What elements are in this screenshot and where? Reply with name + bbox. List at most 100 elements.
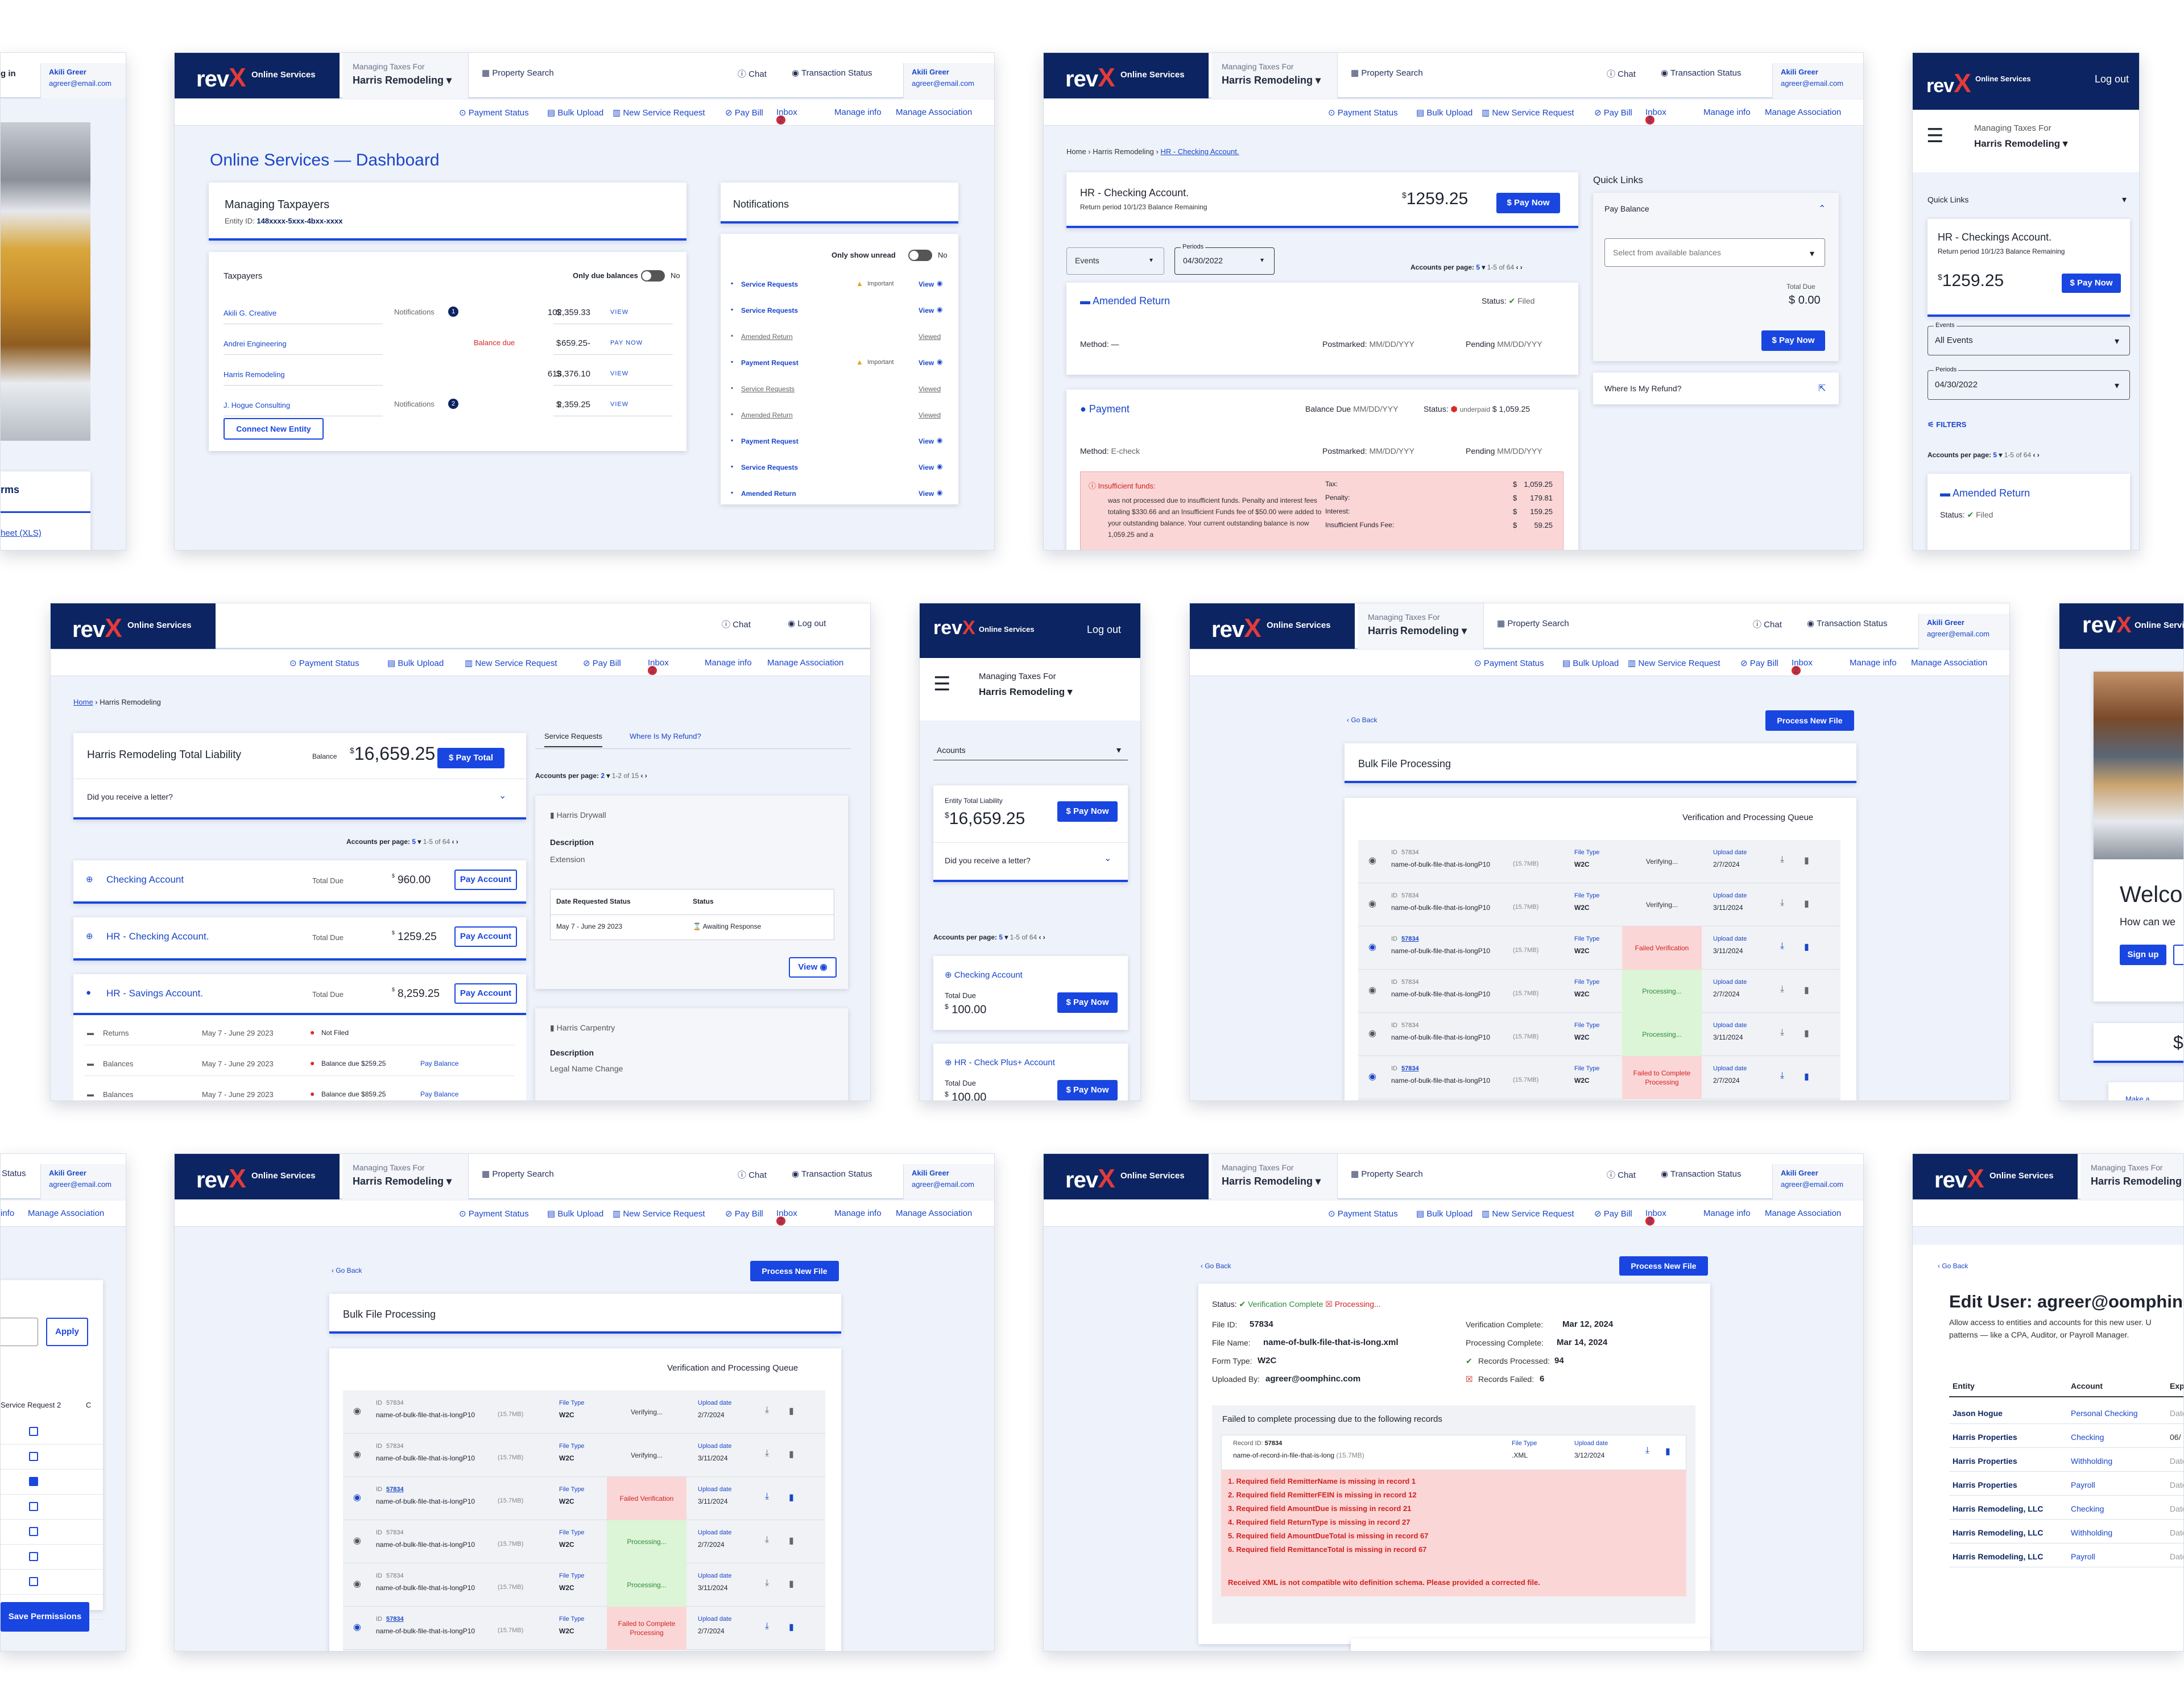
chat-link[interactable]: ⓘ Chat [738,1170,767,1180]
pay-bill-link[interactable]: ⊘ Pay Bill [725,108,763,118]
letter-accordion[interactable]: Did you receive a letter? [87,792,173,801]
chat-link[interactable]: ⓘ Chat [1607,1170,1636,1180]
manage-info-link[interactable]: info [1,1209,15,1218]
row-action[interactable]: VIEW [610,401,629,408]
row-action[interactable]: PAY NOW [610,340,643,346]
transaction-status-link[interactable]: ◉ Transaction Status [1661,1169,1742,1179]
payment-status-link[interactable]: ⊙ Payment Status [1474,659,1544,668]
notification-label[interactable]: Payment Request [741,359,799,367]
view-icon[interactable]: ◉ [1368,1072,1376,1082]
notification-label[interactable]: Service Requests [741,463,799,471]
file-id[interactable]: 57834 [386,1616,404,1623]
trash-icon[interactable]: ▮ [789,1450,794,1459]
taxpayer-row[interactable]: Andrei Engineering Balance due $ -659.25 PAY… [224,329,673,355]
filter-input[interactable] [1,1318,38,1346]
user-entity[interactable]: Jason Hogue [1953,1409,2003,1418]
bulk-upload-link[interactable]: ▤ Bulk Upload [547,1209,604,1219]
download-icon[interactable]: ⤓ [765,1535,770,1545]
account-expand-icon[interactable]: ● [86,988,92,998]
pay-balance-link[interactable]: Pay Balance [420,1090,459,1098]
secondary-button[interactable] [2173,945,2183,965]
view-icon[interactable]: ◉ [353,1536,361,1546]
download-icon[interactable]: ⤓ [1780,1071,1785,1081]
new-service-request-link[interactable]: ▥ New Service Request [465,659,557,668]
download-icon[interactable]: ⤓ [1780,941,1785,951]
trash-icon[interactable]: ▮ [1804,1029,1809,1038]
trash-icon[interactable]: ▮ [789,1493,794,1503]
property-search-link[interactable]: ▦ Property Search [482,1169,554,1179]
user-menu[interactable]: Akili Greer agreer@email.com [1918,614,2009,649]
account-name[interactable]: Checking Account [106,874,184,885]
manage-association-link[interactable]: Manage Association [767,658,844,668]
only-due-toggle[interactable] [641,270,665,282]
notification-label[interactable]: Amended Return [741,333,793,341]
view-icon[interactable]: ◉ [1368,856,1376,866]
permission-checkbox[interactable] [29,1477,38,1486]
payment-status-link[interactable]: ⊙ Payment Status [1328,1209,1398,1219]
new-service-request-link[interactable]: ▥ New Service Request [1628,659,1720,668]
periods-select[interactable]: Periods 04/30/2022 ▾ [1927,366,2130,400]
apply-button[interactable]: Apply [46,1318,88,1346]
pay-now-button[interactable]: $ Pay Now [1057,801,1118,822]
notification-label[interactable]: Service Requests [741,280,799,288]
user-menu[interactable]: Akili Greer agreer@email.com [1772,1164,1863,1199]
brand[interactable]: revX Online Services [51,603,216,649]
brand[interactable]: revX Online Services [1044,1154,1209,1199]
notification-item[interactable]: ▪ Amended Return Viewed [731,407,948,424]
notification-item[interactable]: ▪ Service Requests Viewed [731,380,948,398]
trash-icon[interactable]: ▮ [1804,986,1809,995]
notification-action[interactable]: View [919,307,934,314]
taxpayer-name[interactable]: Andrei Engineering [224,340,287,348]
permission-checkbox[interactable] [29,1577,38,1586]
payment-status-link[interactable]: ⊙ Payment Status [459,1209,529,1219]
user-entity[interactable]: Harris Remodeling, LLC [1953,1552,2044,1561]
notification-label[interactable]: Service Requests [741,385,795,393]
account-expand-icon[interactable]: ⊕ [86,932,93,941]
accounts-select[interactable]: Acounts ▾ [933,740,1128,760]
notification-item[interactable]: ▪ Service Requests View ◉ [731,302,948,319]
payment-status-link[interactable]: ⊙ Payment Status [289,659,359,668]
process-new-file-button[interactable]: Process New File [750,1261,839,1281]
filters-button[interactable]: ⚟ FILTERS [1927,420,1967,429]
taxpayer-row[interactable]: Akili G. Creative Notifications 1 $102,359.… [224,299,673,325]
log-out-link[interactable]: ◉ Log out [788,619,826,628]
brand[interactable]: revX Online Services [1190,603,1355,649]
pay-now-button[interactable]: $ Pay Now [1496,193,1560,213]
view-button[interactable]: View ◉ [789,957,837,978]
new-service-request-link[interactable]: ▥ New Service Request [613,1209,705,1219]
manage-association-link[interactable]: Manage Association [1765,1209,1842,1218]
where-refund-link[interactable]: Where Is My Refund? [1604,384,1682,393]
user-menu[interactable]: Akili Greer agreer@email.com [40,1164,126,1199]
bulk-upload-link[interactable]: ▤ Bulk Upload [387,659,444,668]
balance-select[interactable]: Select from available balances ▾ [1604,238,1825,267]
view-icon[interactable]: ◉ [1368,899,1376,909]
view-icon[interactable]: ◉ [353,1406,361,1416]
notification-item[interactable]: ▪ Payment Request ▲ Important View ◉ [731,354,948,371]
taxpayer-name[interactable]: J. Hogue Consulting [224,401,291,409]
events-select[interactable]: Events All Events ▾ [1927,322,2130,355]
new-service-request-link[interactable]: ▥ New Service Request [613,108,705,118]
permission-checkbox[interactable] [29,1502,38,1511]
taxpayer-name[interactable]: Akili G. Creative [224,309,277,317]
download-icon[interactable]: ⤓ [1780,1028,1785,1037]
notification-item[interactable]: ▪ Service Requests ▲ Important View ◉ [731,276,948,293]
pay-bill-link[interactable]: ⊘ Pay Bill [583,659,621,668]
crumb-home[interactable]: Home [1066,147,1086,156]
save-permissions-button[interactable]: Save Permissions [1,1602,89,1632]
periods-select[interactable]: Periods 04/30/2022 ▾ [1174,243,1275,275]
trash-icon[interactable]: ▮ [789,1536,794,1546]
bulk-upload-link[interactable]: ▤ Bulk Upload [1416,108,1473,118]
property-search-link[interactable]: ▦ Property Search [482,68,554,78]
trash-icon[interactable]: ▮ [789,1623,794,1632]
process-new-file-button[interactable]: Process New File [1619,1256,1708,1276]
manage-association-link[interactable]: Manage Association [896,107,973,117]
pay-account-button[interactable]: Pay Account [454,926,517,947]
hamburger-icon[interactable]: ☰ [933,673,951,695]
inbox-link[interactable]: 2 Inbox [776,1209,797,1226]
permission-checkbox[interactable] [29,1527,38,1536]
notification-action[interactable]: View [919,490,934,498]
transaction-status-link[interactable]: Transaction Status [1,1169,26,1178]
file-id[interactable]: 57834 [1401,1065,1419,1072]
permission-checkbox[interactable] [29,1552,38,1561]
